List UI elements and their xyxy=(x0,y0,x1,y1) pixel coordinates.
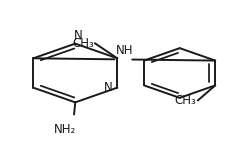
Text: N: N xyxy=(74,29,82,42)
Text: NH: NH xyxy=(116,44,133,57)
Text: NH₂: NH₂ xyxy=(54,123,76,136)
Text: CH₃: CH₃ xyxy=(175,94,197,107)
Text: CH₃: CH₃ xyxy=(72,37,94,50)
Text: N: N xyxy=(104,81,112,94)
